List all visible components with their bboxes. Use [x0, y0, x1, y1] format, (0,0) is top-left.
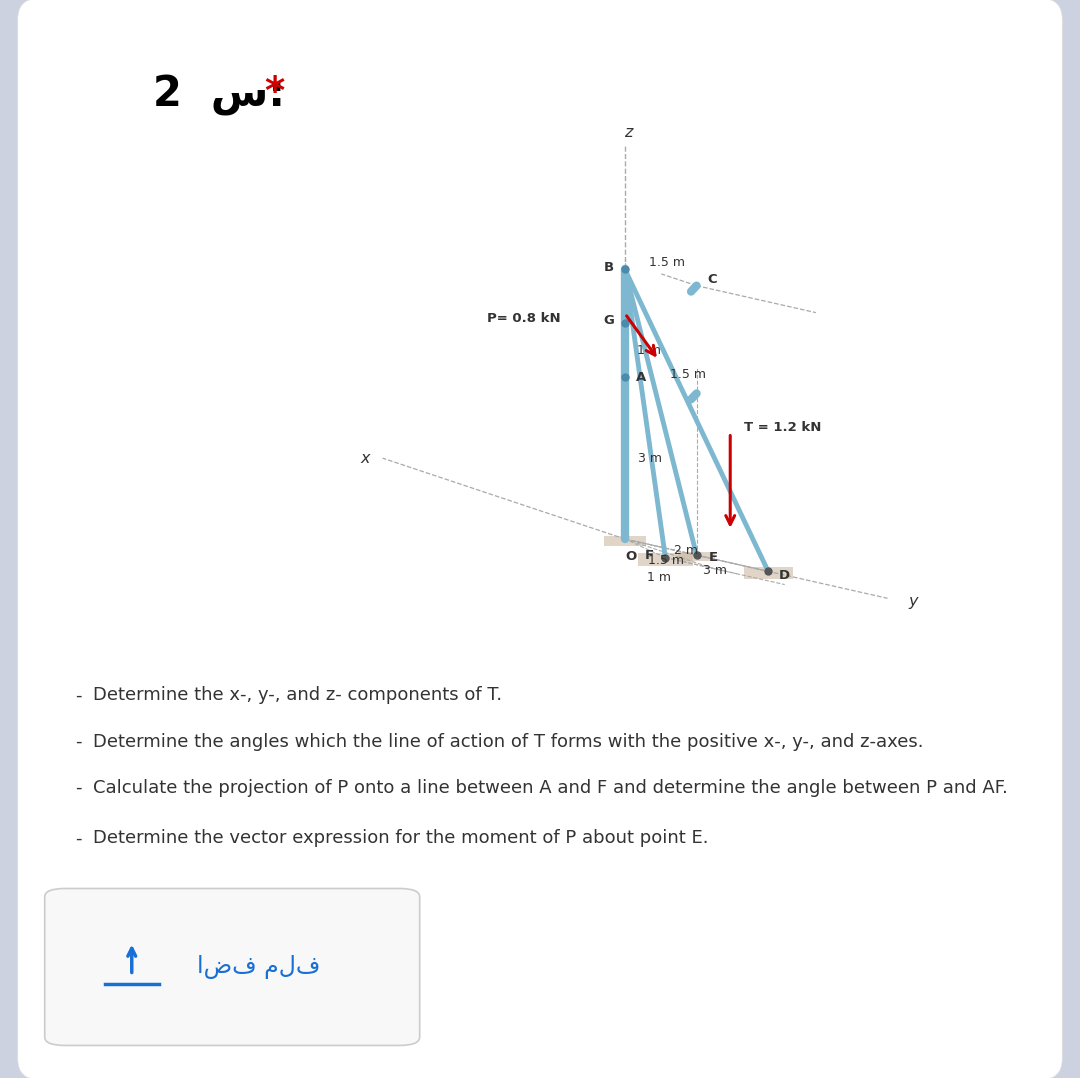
Text: 1 m: 1 m	[647, 571, 672, 584]
Polygon shape	[638, 553, 693, 566]
FancyBboxPatch shape	[17, 0, 1063, 1078]
Text: Determine the x-, y-, and z- components of T.: Determine the x-, y-, and z- components …	[93, 687, 502, 704]
Text: P= 0.8 kN: P= 0.8 kN	[487, 312, 561, 324]
Text: 3 m: 3 m	[703, 564, 727, 577]
Text: Determine the vector expression for the moment of P about point E.: Determine the vector expression for the …	[93, 829, 708, 847]
Text: Determine the angles which the line of action of T forms with the positive x-, y: Determine the angles which the line of a…	[93, 733, 923, 750]
Text: C: C	[707, 274, 717, 287]
Text: B: B	[604, 261, 613, 274]
Text: -: -	[75, 829, 81, 847]
Text: 1.5 m: 1.5 m	[649, 255, 685, 268]
Text: E: E	[708, 551, 718, 564]
Text: 3 m: 3 m	[638, 452, 662, 465]
Text: Calculate the projection of P onto a line between A and F and determine the angl: Calculate the projection of P onto a lin…	[93, 779, 1008, 797]
Text: F: F	[645, 549, 654, 562]
Text: 1 m: 1 m	[637, 344, 661, 357]
Text: 1.5 m: 1.5 m	[648, 554, 684, 567]
Text: O: O	[625, 550, 637, 563]
Text: -: -	[75, 687, 81, 704]
Text: 2  س:: 2 س:	[153, 73, 285, 115]
Text: y: y	[908, 594, 917, 609]
Text: T = 1.2 kN: T = 1.2 kN	[744, 421, 821, 434]
Polygon shape	[604, 536, 646, 545]
Polygon shape	[744, 567, 793, 579]
Text: اضف ملف: اضف ملف	[198, 955, 321, 979]
Text: G: G	[603, 315, 613, 328]
Text: 1.5 m: 1.5 m	[670, 369, 706, 382]
Text: z: z	[624, 125, 632, 140]
Text: -: -	[75, 779, 81, 797]
Text: x: x	[361, 451, 370, 466]
Text: *: *	[264, 74, 284, 112]
Text: A: A	[636, 371, 646, 384]
Polygon shape	[678, 552, 715, 561]
FancyBboxPatch shape	[44, 888, 420, 1046]
Text: 2 m: 2 m	[674, 544, 698, 557]
Text: D: D	[779, 569, 791, 582]
Text: -: -	[75, 733, 81, 750]
